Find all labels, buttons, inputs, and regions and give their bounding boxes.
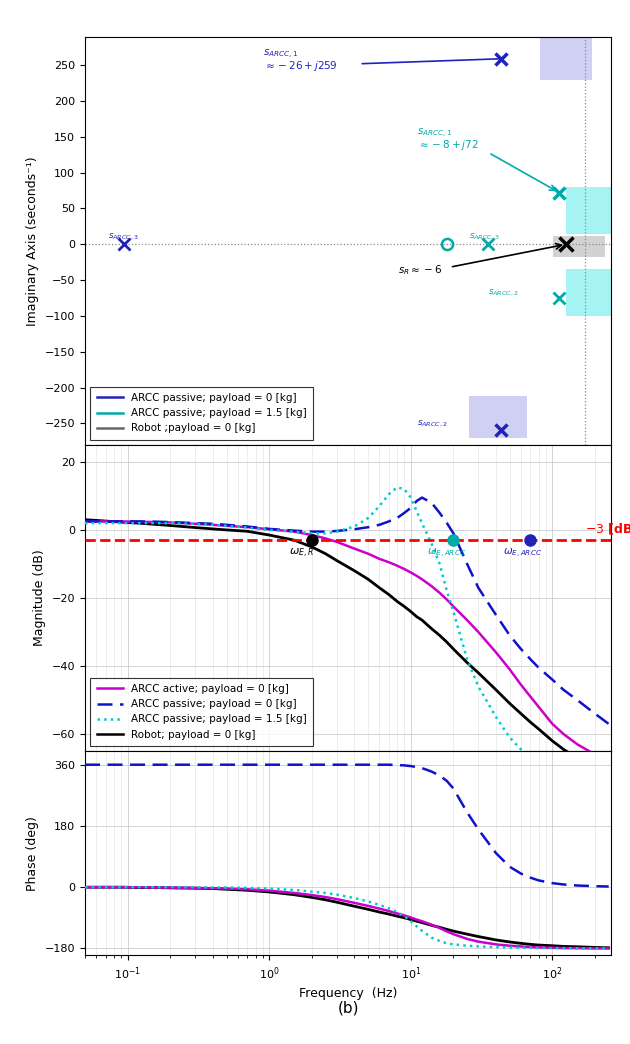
Text: $s_{ARCC,2}$: $s_{ARCC,2}$ [488,288,519,299]
Y-axis label: Imaginary Axis (seconds⁻¹): Imaginary Axis (seconds⁻¹) [26,156,39,326]
Text: $s_{ARCC,3}$: $s_{ARCC,3}$ [108,232,139,241]
Legend: ARCC passive; payload = 0 [kg], ARCC passive; payload = 1.5 [kg], Robot ;payload: ARCC passive; payload = 0 [kg], ARCC pas… [90,386,313,440]
Text: $s_{ARCC,1}$: $s_{ARCC,1}$ [263,48,298,62]
Text: $-3$ [dB]: $-3$ [dB] [585,522,630,537]
Text: (a): (a) [338,477,358,493]
Text: $s_{ARCC,3}$: $s_{ARCC,3}$ [469,232,500,241]
Text: $\approx -8 + j72$: $\approx -8 + j72$ [418,138,479,152]
Text: (b): (b) [337,1000,359,1015]
Bar [566,269,611,316]
Legend: ARCC active; payload = 0 [kg], ARCC passive; payload = 0 [kg], ARCC passive; pay: ARCC active; payload = 0 [kg], ARCC pass… [90,678,313,745]
Bar [553,236,605,257]
Text: $\omega_{E,ARCC}$: $\omega_{E,ARCC}$ [427,547,466,561]
Y-axis label: Magnitude (dB): Magnitude (dB) [33,549,46,646]
Bar [566,187,611,234]
Text: $\omega_{E,ARCC}$: $\omega_{E,ARCC}$ [503,547,542,561]
Text: $s_R \approx -6$: $s_R \approx -6$ [398,263,442,277]
X-axis label: Real Axis (seconds⁻¹): Real Axis (seconds⁻¹) [281,470,415,483]
X-axis label: Frequency  (Hz): Frequency (Hz) [299,988,398,1000]
Text: $\omega_{E,R}$: $\omega_{E,R}$ [289,547,314,561]
Text: $\approx -26 + j259$: $\approx -26 + j259$ [263,60,337,73]
Y-axis label: Phase (deg): Phase (deg) [26,815,39,891]
Bar [540,38,592,79]
Text: $s_{ARCC,1}$: $s_{ARCC,1}$ [418,127,453,140]
Text: $s_{ARCC,2}$: $s_{ARCC,2}$ [418,419,449,428]
Bar [469,396,527,437]
